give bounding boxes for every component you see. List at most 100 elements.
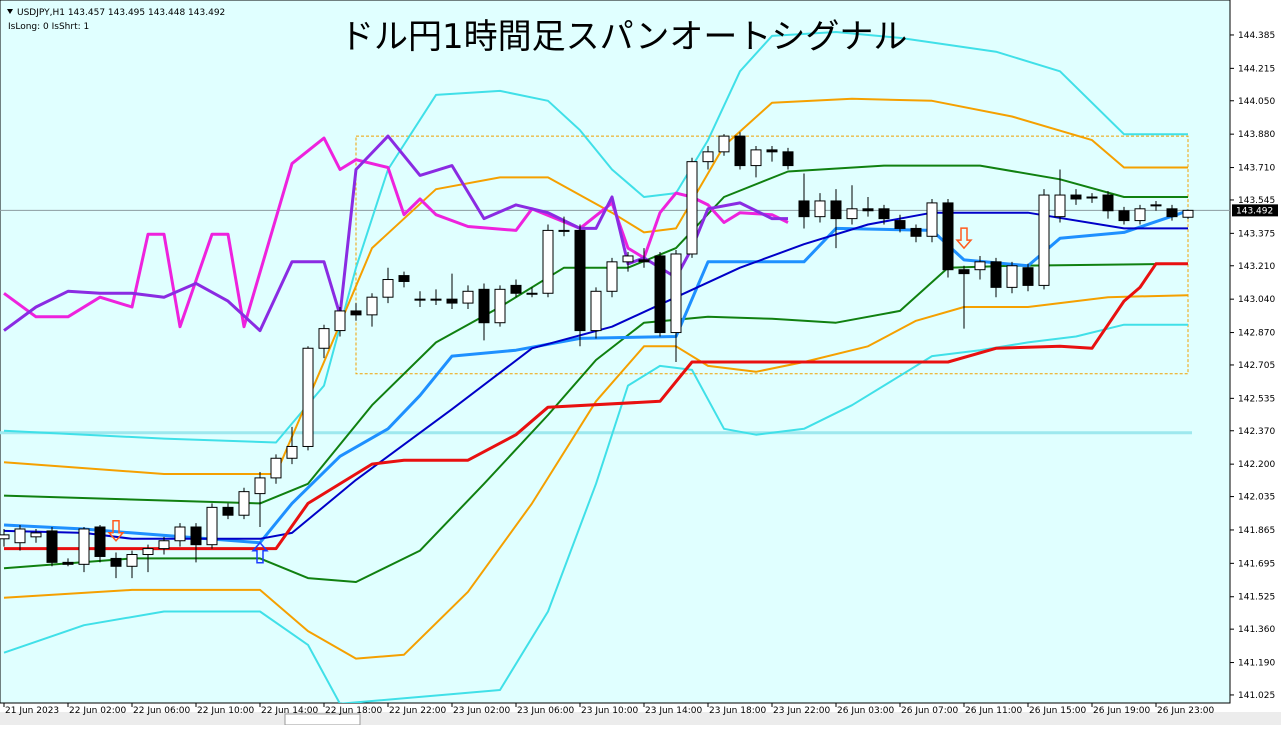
y-tick-label: 144.385 [1238, 31, 1275, 41]
candle-body [350, 310, 362, 316]
candle-body [222, 506, 234, 516]
candle-body [1134, 208, 1146, 222]
candle-body [46, 530, 58, 563]
plot [0, 31, 1230, 703]
candle-body [894, 220, 906, 229]
x-tick-label: 23 Jun 02:00 [453, 706, 510, 716]
candle-body [110, 557, 122, 567]
candle-body [462, 290, 474, 304]
y-tick-label: 143.710 [1238, 164, 1275, 174]
candle-body [1086, 196, 1098, 199]
candle-body [750, 149, 762, 167]
candle-body [910, 227, 922, 237]
y-tick-label: 143.210 [1238, 262, 1275, 272]
candle-body [606, 261, 618, 292]
candle-body [446, 298, 458, 304]
menu-arrow[interactable] [7, 9, 13, 14]
candle-body [846, 208, 858, 220]
y-tick-label: 143.040 [1238, 295, 1275, 305]
y-tick-label: 142.370 [1238, 427, 1275, 437]
tab-strip [0, 712, 1281, 725]
x-tick-label: 26 Jun 15:00 [1029, 706, 1086, 716]
candle-body [430, 298, 442, 301]
plot-area [0, 0, 1231, 704]
candle-body [974, 261, 986, 271]
indicator-line [3, 97, 1188, 475]
candle-body [0, 534, 10, 540]
y-tick-label: 142.870 [1238, 329, 1275, 339]
candle-body [878, 208, 890, 220]
candle-body [254, 477, 266, 495]
y-tick-label: 141.525 [1238, 593, 1275, 603]
y-tick-label: 143.545 [1238, 196, 1275, 206]
y-tick-label: 143.375 [1238, 229, 1275, 239]
header: USDJPY,H1 143.457 143.495 143.448 143.49… [17, 8, 225, 18]
candle-body [1022, 267, 1034, 286]
x-tick-label: 26 Jun 19:00 [1093, 706, 1150, 716]
candle-body [1182, 209, 1194, 218]
candle-body [510, 284, 522, 294]
candle-body [622, 255, 634, 263]
y-tick-label: 144.050 [1238, 97, 1275, 107]
candle-body [158, 540, 170, 550]
candle-body [766, 149, 778, 153]
x-tick-label: 22 Jun 10:00 [197, 706, 254, 716]
x-tick-label: 26 Jun 23:00 [1157, 706, 1214, 716]
candle-body [334, 310, 346, 332]
candle-body [1150, 204, 1162, 207]
candle-body [238, 491, 250, 516]
candle-body [286, 445, 298, 459]
candle-body [926, 202, 938, 237]
y-tick-label: 141.025 [1238, 691, 1275, 701]
candle-body [478, 288, 490, 324]
y-tick-label: 143.880 [1238, 130, 1275, 140]
candle-body [542, 229, 554, 294]
candle-body [494, 288, 506, 324]
signal-arrow [955, 227, 973, 250]
range-box [355, 135, 1189, 375]
candle-body [14, 528, 26, 544]
y-tick-label: 142.200 [1238, 460, 1275, 470]
y-tick-label: 141.190 [1238, 659, 1275, 669]
candle-body [270, 457, 282, 479]
status: IsLong: 0 IsShrt: 1 [8, 22, 89, 32]
x-tick-label: 22 Jun 14:00 [261, 706, 318, 716]
candle-body [62, 561, 74, 565]
candle-body [126, 554, 138, 567]
candle-body [830, 200, 842, 220]
candle-body [174, 526, 186, 542]
candle-body [206, 506, 218, 546]
candle-body [686, 161, 698, 255]
y-tick-label: 142.035 [1238, 493, 1275, 503]
candle-body [958, 269, 970, 275]
x-tick-label: 22 Jun 18:00 [325, 706, 382, 716]
candle-body [574, 229, 586, 332]
candle-body [862, 208, 874, 212]
indicator-line [3, 262, 1189, 583]
candle-body [382, 279, 394, 298]
candle-body [366, 296, 378, 316]
candle-body [94, 526, 106, 557]
x-tick-label: 21 Jun 2023 [5, 706, 59, 716]
candle-body [398, 275, 410, 282]
y-tick-label: 142.535 [1238, 394, 1275, 404]
x-tick-label: 23 Jun 10:00 [581, 706, 638, 716]
candle-body [814, 200, 826, 218]
candle-body [590, 290, 602, 332]
candle-body [990, 261, 1002, 288]
candle-body [1070, 194, 1082, 200]
signal-arrow [251, 541, 269, 564]
indicator-line [3, 294, 1189, 660]
x-tick-label: 22 Jun 02:00 [69, 706, 126, 716]
x-tick-label: 26 Jun 11:00 [965, 706, 1022, 716]
signal-arrow [107, 520, 125, 542]
y-tick-label: 142.705 [1238, 361, 1275, 371]
candle-body [1166, 208, 1178, 218]
candle-body [782, 151, 794, 167]
y-tick-label: 141.865 [1238, 526, 1275, 536]
x-tick-label: 23 Jun 22:00 [773, 706, 830, 716]
y-tick-label: 144.215 [1238, 64, 1275, 74]
candle-body [734, 135, 746, 167]
candle-body [702, 151, 714, 163]
